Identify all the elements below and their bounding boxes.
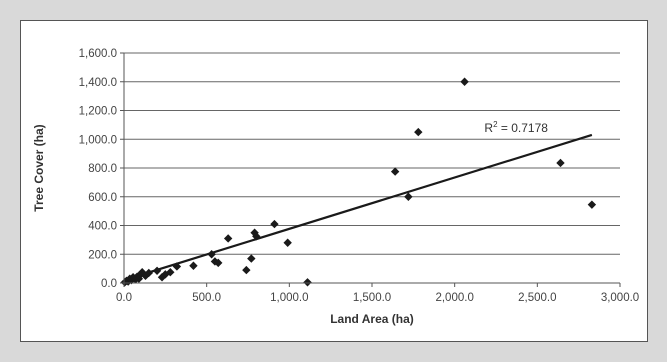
x-tick-label: 2,500.0 bbox=[518, 292, 556, 304]
x-tick-label: 2,000.0 bbox=[435, 292, 473, 304]
data-point bbox=[587, 200, 597, 209]
data-point bbox=[166, 268, 175, 277]
data-point bbox=[250, 228, 259, 237]
data-point bbox=[128, 273, 138, 282]
y-tick-labels: 0.0 200.0 400.0 600.0 800.0 1,000.0 1,200.0 1,4… bbox=[79, 48, 117, 290]
data-point bbox=[123, 277, 133, 286]
data-point bbox=[152, 266, 162, 275]
y-tick-label: 400.0 bbox=[88, 221, 117, 233]
y-tick-label: 1,600.0 bbox=[79, 48, 117, 60]
scatter-chart: 0.0 200.0 400.0 600.0 800.0 1,000.0 1,200.0 1,4… bbox=[32, 48, 639, 326]
x-tick-label: 500.0 bbox=[192, 292, 221, 304]
r-squared-superscript: 2 bbox=[493, 120, 498, 129]
trendline-group bbox=[123, 133, 593, 282]
gridlines bbox=[124, 52, 620, 255]
data-point bbox=[207, 250, 216, 259]
data-point bbox=[161, 270, 170, 279]
data-point bbox=[252, 232, 261, 241]
data-points bbox=[120, 77, 597, 287]
y-tick-label: 0.0 bbox=[101, 278, 117, 290]
data-point bbox=[404, 192, 413, 201]
x-tick-label: 1,000.0 bbox=[270, 292, 308, 304]
y-tick-label: 1,000.0 bbox=[79, 134, 117, 146]
data-point bbox=[189, 261, 198, 270]
data-point bbox=[303, 278, 312, 287]
y-tick-label: 1,200.0 bbox=[79, 106, 117, 118]
r-squared-annotation: R2 = 0.7178 bbox=[484, 120, 548, 135]
y-tick-label: 800.0 bbox=[88, 163, 117, 175]
data-point bbox=[214, 258, 223, 268]
x-tick-label: 0.0 bbox=[116, 292, 132, 304]
trendline bbox=[123, 133, 593, 282]
r-squared-value: = 0.7178 bbox=[498, 121, 549, 135]
data-point bbox=[127, 275, 136, 285]
x-tick-labels: 0.0 500.0 1,000.0 1,500.0 2,000.0 2,500.0 3,00… bbox=[116, 292, 639, 304]
x-axis-title: Land Area (ha) bbox=[330, 312, 414, 326]
data-point bbox=[247, 254, 256, 263]
data-point bbox=[144, 268, 153, 278]
data-point bbox=[414, 127, 423, 137]
y-tick-label: 600.0 bbox=[88, 192, 117, 204]
data-point bbox=[223, 234, 233, 243]
data-point bbox=[390, 167, 400, 176]
chart-frame: 0.0 200.0 400.0 600.0 800.0 1,000.0 1,200.0 1,4… bbox=[20, 20, 648, 342]
data-point bbox=[556, 158, 565, 168]
x-tick-label: 1,500.0 bbox=[353, 292, 391, 304]
data-point bbox=[270, 219, 279, 229]
x-tick-label: 3,000.0 bbox=[601, 292, 639, 304]
y-axis-title: Tree Cover (ha) bbox=[32, 124, 46, 211]
data-point bbox=[283, 238, 292, 247]
data-point bbox=[172, 262, 182, 271]
data-point bbox=[141, 271, 150, 281]
y-tick-label: 1,400.0 bbox=[79, 77, 117, 89]
axes bbox=[120, 52, 621, 287]
data-point bbox=[242, 265, 251, 275]
data-point bbox=[134, 274, 144, 283]
r-squared-base: R bbox=[484, 121, 493, 135]
data-point bbox=[460, 77, 469, 86]
y-tick-label: 200.0 bbox=[88, 249, 117, 261]
